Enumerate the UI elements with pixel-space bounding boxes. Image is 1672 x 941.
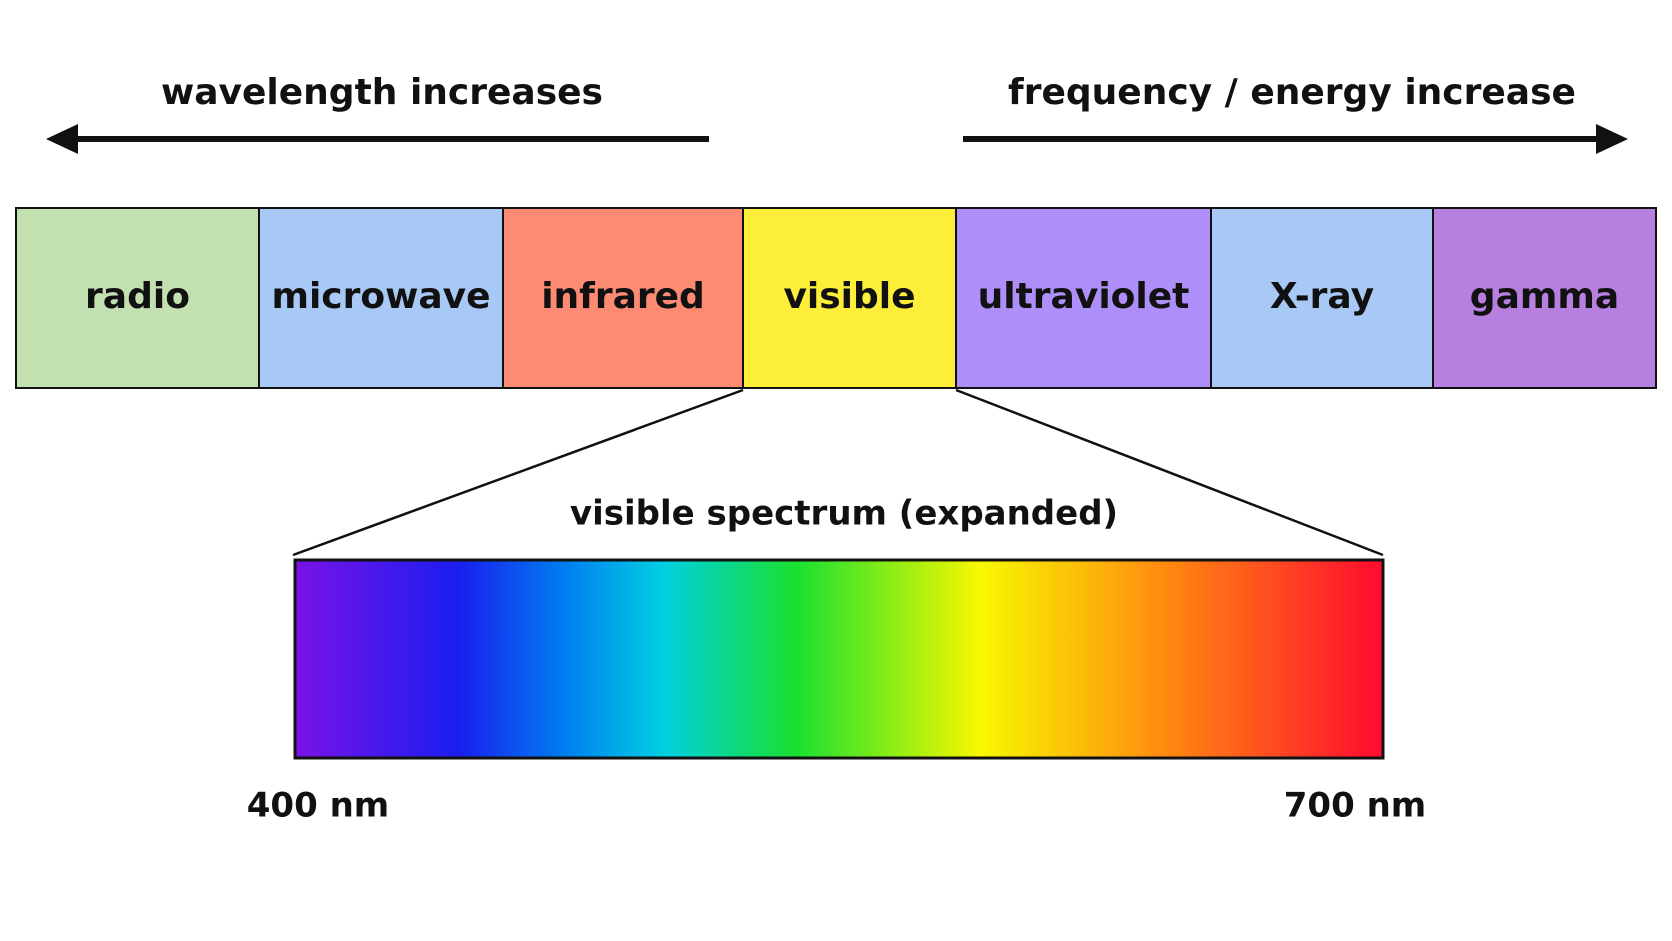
arrow-head xyxy=(1596,124,1628,154)
spectrum-bar xyxy=(293,558,1385,760)
arrow-label: wavelength increases xyxy=(161,72,603,113)
band-label: infrared xyxy=(541,276,705,317)
zoom-line xyxy=(955,388,1384,557)
band-row: radio microwave infrared visible ultraviolet… xyxy=(15,207,1657,389)
band-label: microwave xyxy=(271,276,490,317)
band xyxy=(742,207,957,389)
wavelength-label: 400 nm xyxy=(247,786,389,826)
arrow-head xyxy=(46,124,78,154)
arrow-label: frequency / energy increase xyxy=(1008,72,1576,113)
wavelength-label: 700 nm xyxy=(1284,786,1426,826)
band xyxy=(258,207,504,389)
expanded-title: visible spectrum (expanded) xyxy=(570,494,1118,534)
band-label: ultraviolet xyxy=(978,276,1190,317)
band xyxy=(1210,207,1434,389)
band xyxy=(502,207,744,389)
band xyxy=(15,207,260,389)
band-label: visible xyxy=(783,276,915,317)
band-label: gamma xyxy=(1470,276,1619,317)
band xyxy=(1432,207,1657,389)
zoom-line xyxy=(292,388,744,557)
band-label: radio xyxy=(85,276,190,317)
band-label: X-ray xyxy=(1270,276,1374,317)
